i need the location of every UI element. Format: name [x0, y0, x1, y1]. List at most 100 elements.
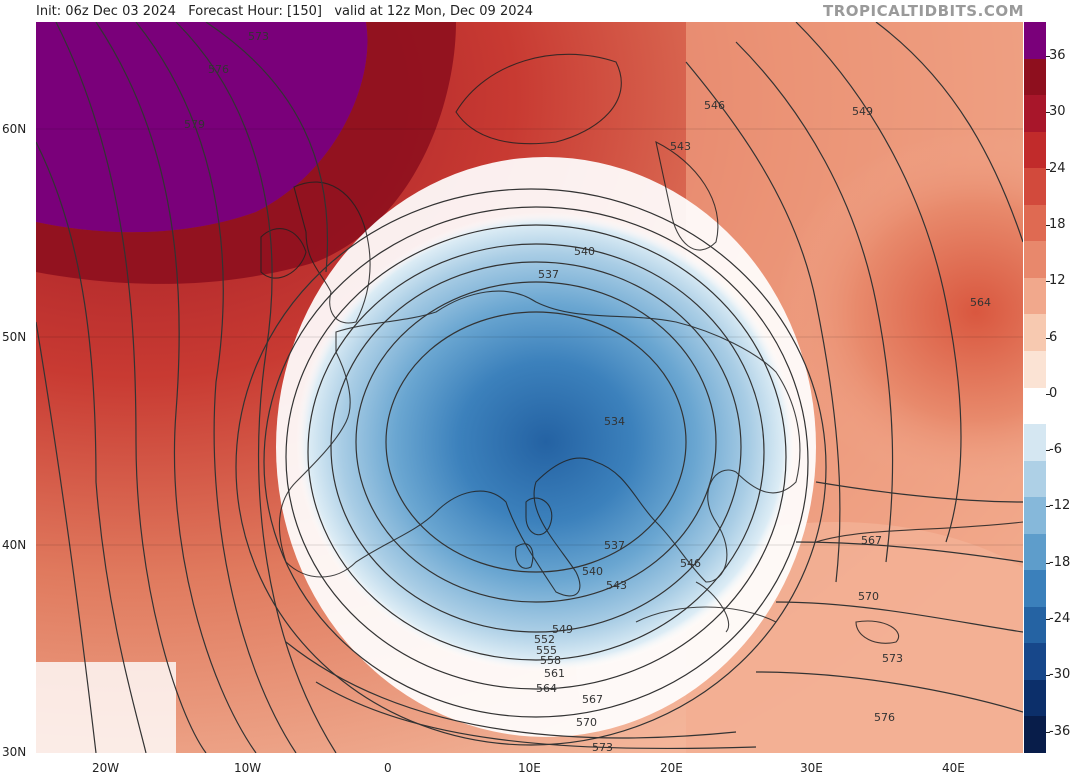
colorbar-segment — [1024, 168, 1046, 206]
lon-label: 20W — [92, 761, 120, 775]
contour-label: 567 — [861, 534, 882, 547]
contour-label: 576 — [874, 711, 895, 724]
contour-label: 543 — [606, 579, 627, 592]
contour-label: 537 — [538, 268, 559, 281]
contour-label: 564 — [536, 682, 557, 695]
colorbar-tick-label: 36 — [1049, 48, 1066, 63]
dark-red-band — [36, 22, 456, 284]
contour-label: 573 — [882, 652, 903, 665]
sw-white-patch — [36, 662, 176, 753]
colorbar-segment — [1024, 606, 1046, 644]
init-text: Init: 06z Dec 03 2024 — [36, 4, 176, 19]
colorbar-tick-label: 12 — [1049, 273, 1066, 289]
colorbar-segment — [1024, 460, 1046, 498]
contour-label: 573 — [592, 741, 613, 753]
valid-time-text: valid at 12z Mon, Dec 09 2024 — [334, 4, 534, 19]
colorbar-segment — [1024, 643, 1046, 681]
colorbar-segment — [1024, 497, 1046, 535]
lat-label: 50N — [2, 330, 27, 344]
colorbar-tick-label: 0 — [1049, 385, 1058, 401]
max-anomaly-region — [36, 22, 368, 233]
colorbar-tick-label: 6 — [1049, 329, 1058, 345]
colorbar-segment — [1024, 570, 1046, 608]
colorbar-tick-mark — [1046, 337, 1050, 339]
map-panel: 573 576 579 546 549 543 540 537 564 534 … — [36, 22, 1023, 753]
colorbar-segment — [1024, 241, 1046, 279]
header: Init: 06z Dec 03 2024 Forecast Hour: [15… — [0, 0, 1080, 24]
colorbar-segment — [1024, 424, 1046, 462]
colorbar-tick-mark — [1046, 281, 1050, 283]
colorbar-tick-mark — [1046, 168, 1050, 170]
contour-label: 546 — [680, 557, 701, 570]
colorbar-tick-mark — [1046, 393, 1050, 395]
colorbar-tick-label: -30 — [1049, 667, 1071, 683]
contour-label: 579 — [184, 118, 205, 131]
east-warm-anomaly — [776, 132, 1023, 492]
colorbar-tick-label: 18 — [1049, 216, 1066, 232]
colorbar-tick-mark — [1046, 675, 1050, 677]
lat-label: 40N — [2, 538, 27, 552]
contour-label: 570 — [576, 716, 597, 729]
colorbar-segment — [1024, 95, 1046, 133]
contour-label: 570 — [858, 590, 879, 603]
lat-label: 30N — [2, 745, 27, 759]
colorbar-segment — [1024, 277, 1046, 315]
colorbar-tick-label: -36 — [1049, 723, 1071, 739]
forecast-hour-text: Forecast Hour: [150] — [188, 4, 322, 19]
colorbar-tick-mark — [1046, 562, 1050, 564]
colorbar-tick-mark — [1046, 731, 1050, 733]
height-contours — [36, 22, 1023, 753]
colorbar-tick-mark — [1046, 506, 1050, 508]
contour-label: 540 — [582, 565, 603, 578]
colorbar-segment — [1024, 131, 1046, 169]
colorbar-tick-mark — [1046, 450, 1050, 452]
contour-label: 567 — [582, 693, 603, 706]
colorbar-segment — [1024, 533, 1046, 571]
colorbar-tick-mark — [1046, 619, 1050, 620]
colorbar-tick-label: -18 — [1049, 554, 1071, 570]
anomaly-map: 573 576 579 546 549 543 540 537 564 534 … — [36, 22, 1023, 753]
lon-label: 10W — [234, 761, 262, 775]
contour-label: 576 — [208, 63, 229, 76]
colorbar-segment — [1024, 387, 1046, 425]
contour-label: 546 — [704, 99, 725, 112]
contour-label: 534 — [604, 415, 625, 428]
contour-label: 537 — [604, 539, 625, 552]
contour-label: 558 — [540, 654, 561, 667]
colorbar-segment — [1024, 314, 1046, 352]
lat-label: 60N — [2, 122, 27, 136]
contour-label: 573 — [248, 30, 269, 43]
colorbar-segment — [1024, 679, 1046, 717]
colorbar-tick-mark — [1046, 224, 1050, 226]
colorbar-segment — [1024, 58, 1046, 96]
colorbar-segment — [1024, 716, 1046, 754]
colorbar-segment — [1024, 350, 1046, 388]
contour-label: 540 — [574, 245, 595, 258]
contour-label: 564 — [970, 296, 991, 309]
lon-label: 30E — [800, 761, 823, 775]
cold-anomaly-center — [296, 212, 796, 672]
colorbar-tick-label: -12 — [1049, 498, 1071, 514]
colorbar-tick-mark — [1046, 56, 1050, 57]
colorbar-tick-label: -24 — [1049, 611, 1071, 626]
lon-label: 20E — [660, 761, 683, 775]
graticule — [36, 128, 1023, 546]
contour-label: 555 — [536, 644, 557, 657]
colorbar-tick-label: -6 — [1049, 442, 1062, 458]
contour-label: 552 — [534, 633, 555, 646]
colorbar-tick-label: 30 — [1049, 104, 1066, 120]
colorbar — [1024, 22, 1046, 754]
run-info: Init: 06z Dec 03 2024 Forecast Hour: [15… — [36, 4, 533, 19]
contour-label: 549 — [852, 105, 873, 118]
contour-label: 561 — [544, 667, 565, 680]
lon-label: 0 — [384, 761, 392, 775]
lon-label: 10E — [518, 761, 541, 775]
lon-label: 40E — [942, 761, 965, 775]
brand-watermark: TROPICALTIDBITS.COM — [823, 2, 1024, 20]
colorbar-segment — [1024, 22, 1046, 60]
colorbar-tick-mark — [1046, 112, 1050, 114]
contour-label: 549 — [552, 623, 573, 636]
contour-labels: 573 576 579 546 549 543 540 537 564 534 … — [184, 30, 991, 753]
colorbar-segment — [1024, 204, 1046, 242]
contour-label: 543 — [670, 140, 691, 153]
